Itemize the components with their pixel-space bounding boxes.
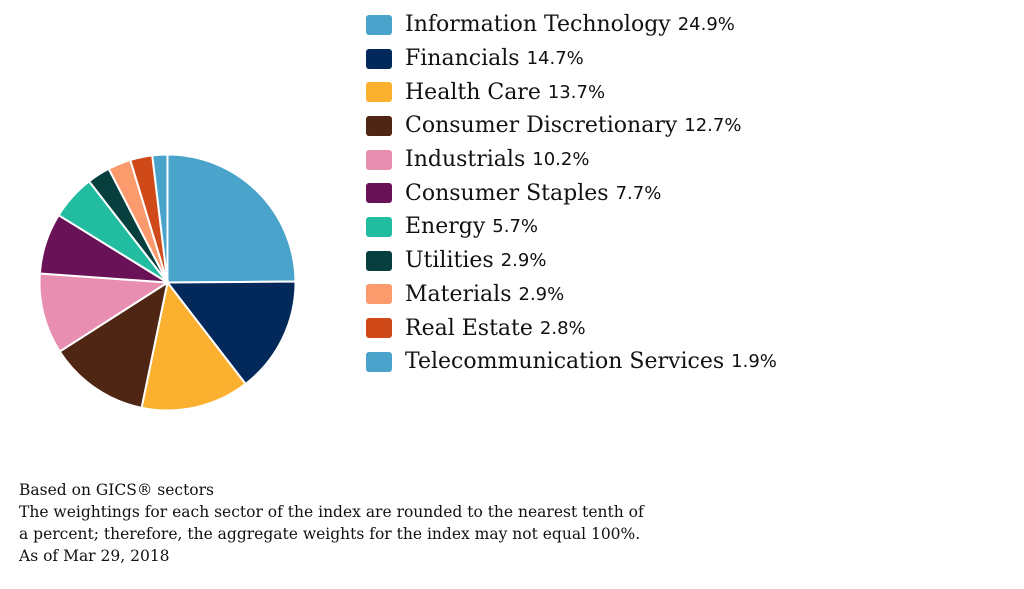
legend: Information Technology 24.9% Financials 14.…	[366, 8, 777, 379]
note-rounding-line-2: a percent; therefore, the aggregate weig…	[19, 525, 641, 543]
legend-item-financials: Financials 14.7%	[366, 42, 777, 76]
legend-label: Financials	[405, 46, 520, 72]
pie-slice-industrials	[38, 272, 171, 353]
legend-swatch	[366, 149, 392, 170]
legend-swatch	[366, 351, 392, 372]
legend-label: Materials	[405, 281, 512, 307]
legend-label: Utilities	[405, 248, 494, 274]
pie-slice-consumer-discretionary	[58, 280, 169, 410]
legend-value: 10.2%	[532, 149, 590, 171]
legend-label: Consumer Discretionary	[405, 113, 678, 139]
legend-value: 24.9%	[677, 14, 735, 36]
legend-label: Information Technology	[405, 12, 671, 38]
legend-label: Consumer Staples	[405, 180, 609, 206]
legend-value: 2.8%	[539, 317, 586, 339]
note-rounding-line-1: The weightings for each sector of the in…	[19, 503, 644, 521]
legend-value: 7.7%	[615, 182, 662, 204]
legend-item-consumer-staples: Consumer Staples 7.7%	[366, 176, 777, 210]
legend-item-telecommunication-services: Telecommunication Services 1.9%	[366, 345, 777, 379]
legend-swatch	[366, 183, 392, 204]
pie-svg	[38, 153, 297, 412]
legend-swatch	[366, 82, 392, 103]
note-gics-sectors: Based on GICS® sectors	[19, 481, 214, 499]
pie-slice-information-technology	[166, 153, 297, 284]
legend-value: 12.7%	[684, 115, 742, 137]
legend-item-health-care: Health Care 13.7%	[366, 75, 777, 109]
footnotes: Based on GICS® sectors The weightings fo…	[19, 479, 779, 567]
legend-value: 14.7%	[526, 48, 584, 70]
legend-swatch	[366, 284, 392, 305]
legend-label: Industrials	[405, 147, 526, 173]
legend-value: 1.9%	[731, 351, 777, 373]
note-as-of-date: As of Mar 29, 2018	[19, 547, 170, 565]
legend-item-industrials: Industrials 10.2%	[366, 143, 777, 177]
legend-swatch	[366, 48, 392, 69]
legend-swatch	[366, 14, 392, 35]
legend-value: 2.9%	[500, 250, 547, 272]
legend-item-materials: Materials 2.9%	[366, 278, 777, 312]
legend-item-consumer-discretionary: Consumer Discretionary 12.7%	[366, 109, 777, 143]
legend-item-utilities: Utilities 2.9%	[366, 244, 777, 278]
legend-swatch	[366, 216, 392, 237]
pie-chart	[30, 145, 305, 420]
legend-item-energy: Energy 5.7%	[366, 210, 777, 244]
legend-item-real-estate: Real Estate 2.8%	[366, 311, 777, 345]
legend-item-information-technology: Information Technology 24.9%	[366, 8, 777, 42]
pie-slice-health-care	[140, 280, 247, 412]
legend-label: Energy	[405, 214, 486, 240]
legend-value: 13.7%	[547, 81, 606, 103]
legend-swatch	[366, 250, 392, 271]
legend-label: Real Estate	[405, 315, 533, 341]
legend-swatch	[366, 318, 392, 339]
legend-label: Telecommunication Services	[405, 349, 725, 375]
pie-slice-telecommunication-services	[151, 153, 169, 283]
legend-value: 2.9%	[518, 283, 565, 305]
legend-label: Health Care	[405, 79, 541, 105]
legend-swatch	[366, 115, 392, 136]
legend-value: 5.7%	[492, 216, 539, 238]
pie-slice-financials	[165, 280, 297, 386]
